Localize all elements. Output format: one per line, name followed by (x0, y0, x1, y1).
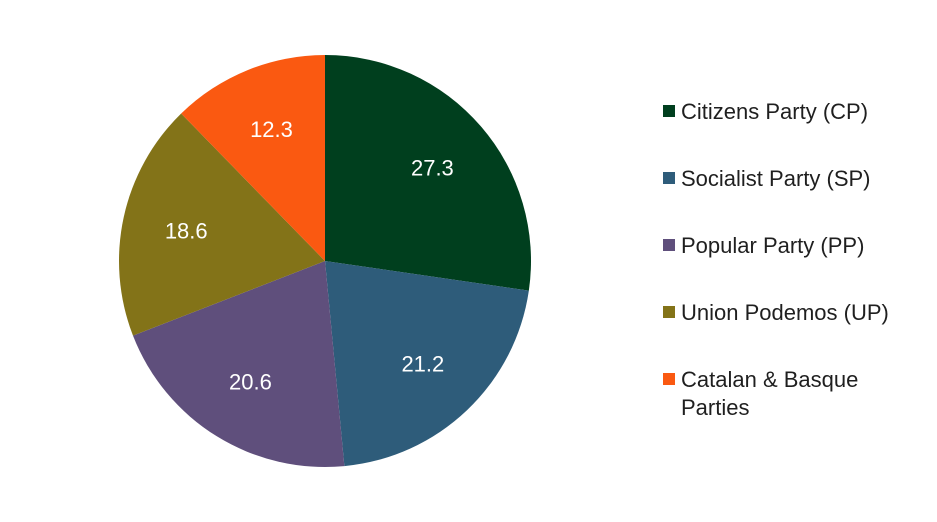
legend-item-citizens-party-cp: Citizens Party (CP) (663, 99, 868, 124)
legend-swatch (663, 172, 675, 184)
pie-slice-socialist-party-sp (325, 261, 529, 467)
legend-swatch (663, 105, 675, 117)
legend-label: Catalan & Basque Parties (681, 367, 858, 420)
legend-item-socialist-party-sp: Socialist Party (SP) (663, 166, 871, 191)
data-label-citizens-party-cp: 27.3 (411, 156, 454, 181)
legend-item-popular-party-pp: Popular Party (PP) (663, 233, 864, 258)
pie-slice-labels: 27.3 21.2 20.6 18.6 12.3 (165, 117, 454, 394)
legend-item-union-podemos-up: Union Podemos (UP) (663, 300, 889, 325)
pie-slice-citizens-party-cp (325, 55, 531, 291)
legend-swatch (663, 239, 675, 251)
legend: Citizens Party (CP) Socialist Party (SP) P… (663, 99, 889, 420)
legend-label: Popular Party (PP) (681, 233, 864, 258)
legend-item-catalan-and-basque-parties: Catalan & Basque Parties (663, 367, 858, 420)
data-label-union-podemos-up: 18.6 (165, 218, 208, 243)
pie-slice-catalan-and-basque-parties (181, 55, 325, 261)
data-label-popular-party-pp: 20.6 (229, 369, 272, 394)
pie-slice-union-podemos-up (118, 113, 325, 336)
legend-label: Socialist Party (SP) (681, 166, 871, 191)
legend-swatch (663, 306, 675, 318)
data-label-socialist-party-sp: 21.2 (401, 351, 444, 376)
legend-label: Union Podemos (UP) (681, 300, 889, 325)
pie-slices (118, 55, 531, 467)
legend-swatch (663, 373, 675, 385)
pie-slice-popular-party-pp (132, 261, 345, 467)
legend-label: Citizens Party (CP) (681, 99, 868, 124)
data-label-catalan-and-basque-parties: 12.3 (250, 117, 293, 142)
